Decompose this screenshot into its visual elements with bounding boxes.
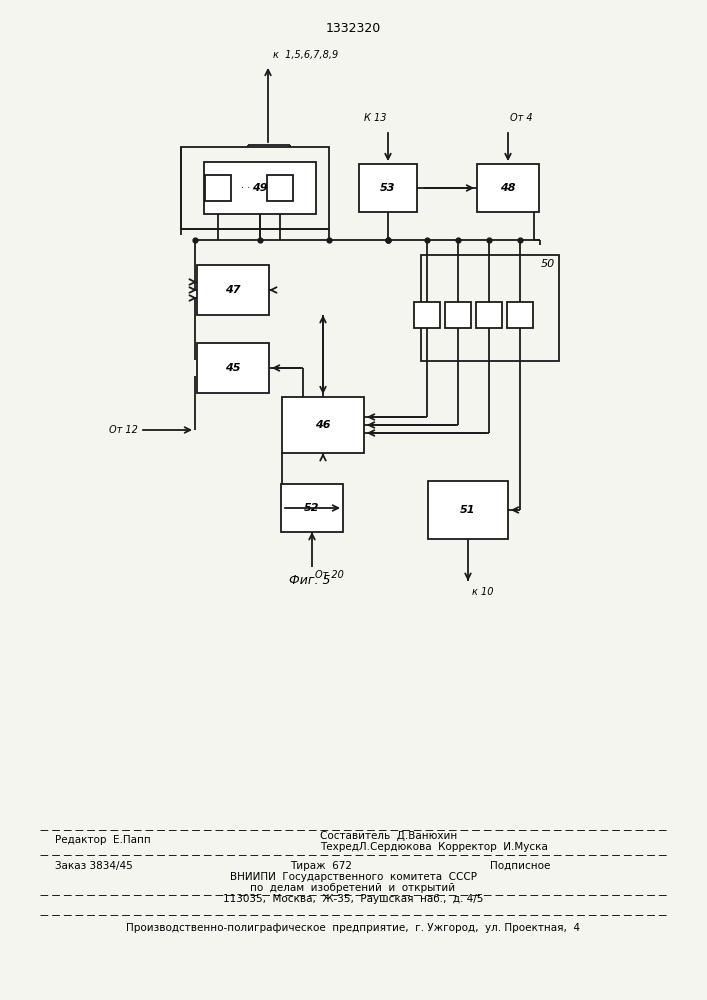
Bar bbox=[281, 484, 343, 532]
Bar bbox=[428, 481, 508, 539]
Bar bbox=[282, 397, 364, 453]
Text: к 10: к 10 bbox=[472, 587, 493, 597]
Bar bbox=[359, 164, 417, 212]
Bar bbox=[204, 162, 316, 214]
Text: 46: 46 bbox=[315, 420, 331, 430]
Text: к  1,5,6,7,8,9: к 1,5,6,7,8,9 bbox=[273, 50, 338, 60]
Text: 51: 51 bbox=[460, 505, 476, 515]
Text: От 12: От 12 bbox=[109, 425, 138, 435]
Text: по  делам  изобретений  и  открытий: по делам изобретений и открытий bbox=[250, 883, 455, 893]
Text: Подписное: Подписное bbox=[490, 861, 550, 871]
Text: 49: 49 bbox=[252, 183, 268, 193]
Text: Фиг. 5: Фиг. 5 bbox=[289, 574, 331, 586]
Text: От 4: От 4 bbox=[510, 113, 532, 123]
Bar bbox=[476, 302, 502, 328]
Text: · · ·: · · · bbox=[241, 183, 257, 193]
Bar bbox=[477, 164, 539, 212]
Text: 113035,  Москва,  Ж-35,  Раушская  наб.,  д. 4/5: 113035, Москва, Ж-35, Раушская наб., д. … bbox=[223, 894, 483, 904]
Text: 1332320: 1332320 bbox=[326, 21, 381, 34]
Bar bbox=[267, 175, 293, 201]
Text: Составитель  Д.Ванюхин: Составитель Д.Ванюхин bbox=[320, 831, 457, 841]
Bar bbox=[421, 255, 559, 361]
Bar bbox=[414, 302, 440, 328]
Text: ВНИИПИ  Государственного  комитета  СССР: ВНИИПИ Государственного комитета СССР bbox=[230, 872, 477, 882]
Text: Редактор  Е.Папп: Редактор Е.Папп bbox=[55, 835, 151, 845]
Text: 47: 47 bbox=[226, 285, 241, 295]
Bar bbox=[197, 265, 269, 315]
Text: Заказ 3834/45: Заказ 3834/45 bbox=[55, 861, 133, 871]
Text: 48: 48 bbox=[501, 183, 515, 193]
Text: Тираж  672: Тираж 672 bbox=[290, 861, 352, 871]
Text: 45: 45 bbox=[226, 363, 241, 373]
Bar bbox=[445, 302, 471, 328]
Text: Производственно-полиграфическое  предприятие,  г. Ужгород,  ул. Проектная,  4: Производственно-полиграфическое предприя… bbox=[126, 923, 580, 933]
Bar bbox=[205, 175, 231, 201]
Text: От 20: От 20 bbox=[315, 570, 344, 580]
Bar bbox=[181, 147, 329, 229]
Text: 50: 50 bbox=[541, 259, 555, 269]
Bar bbox=[507, 302, 533, 328]
Text: 52: 52 bbox=[304, 503, 320, 513]
Bar bbox=[197, 343, 269, 393]
Text: 53: 53 bbox=[380, 183, 396, 193]
Text: ТехредЛ.Сердюкова  Корректор  И.Муска: ТехредЛ.Сердюкова Корректор И.Муска bbox=[320, 842, 548, 852]
Text: К 13: К 13 bbox=[363, 113, 386, 123]
